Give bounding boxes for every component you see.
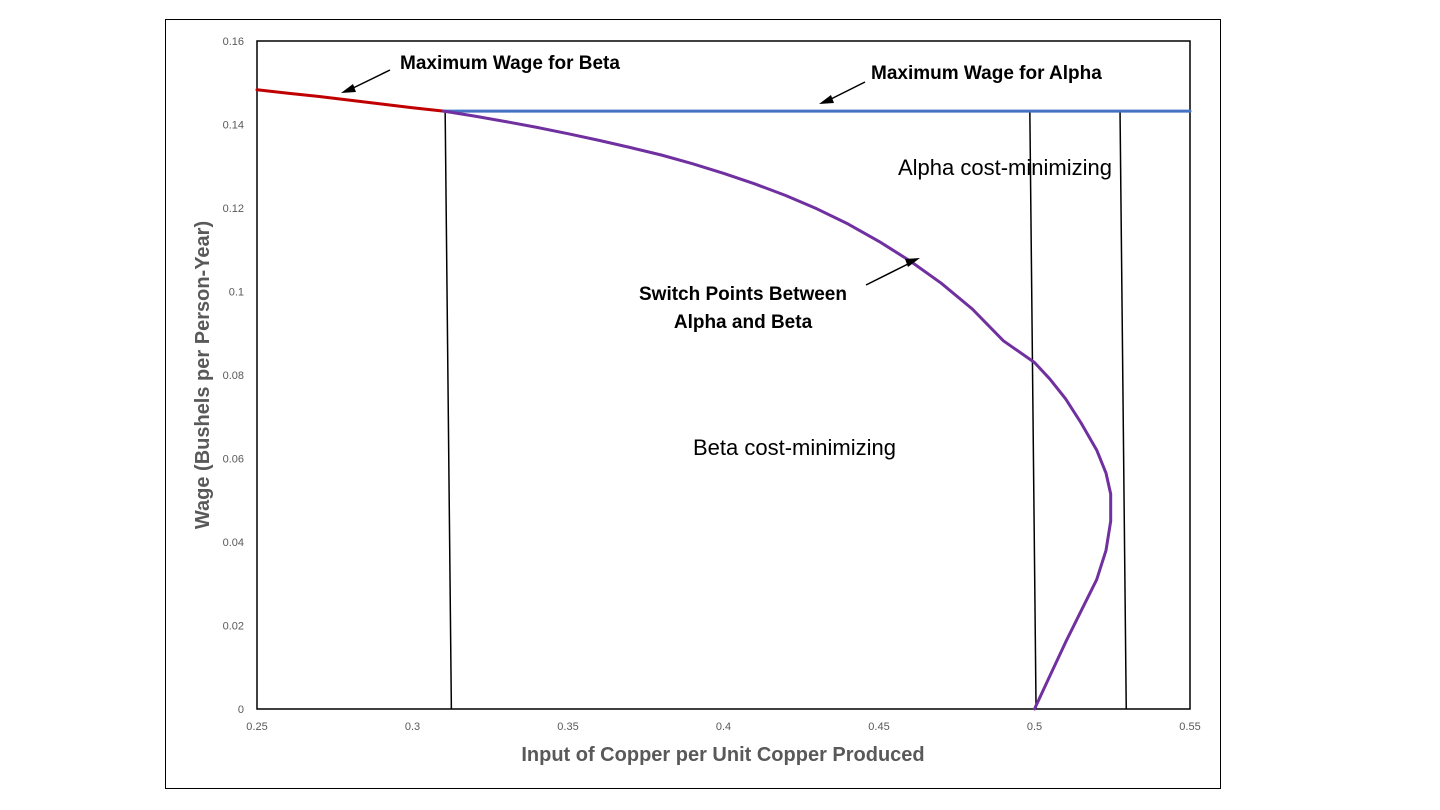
switch-point-lines — [444, 111, 1127, 710]
x-tick-label: 0.25 — [246, 721, 267, 733]
x-tick-label: 0.55 — [1179, 721, 1200, 733]
y-tick-label: 0.12 — [223, 203, 244, 215]
y-tick-label: 0.08 — [223, 370, 244, 382]
y-tick-label: 0.06 — [223, 454, 244, 466]
annotation-switch-points-line2: Alpha and Beta — [674, 312, 813, 333]
x-tick-label: 0.3 — [405, 721, 420, 733]
switch-point-line — [444, 111, 453, 710]
y-tick-label: 0.1 — [229, 287, 244, 299]
x-tick-label: 0.5 — [1027, 721, 1042, 733]
annotation-max-wage-alpha: Maximum Wage for Alpha — [871, 63, 1102, 84]
annotation-switch-points-line1: Switch Points Between — [639, 284, 847, 305]
series-line — [255, 88, 446, 113]
y-tick-label: 0.02 — [223, 621, 244, 633]
y-tick-label: 0.16 — [223, 36, 244, 48]
arrow-max-wage-beta — [348, 69, 391, 91]
annotation-max-wage-beta: Maximum Wage for Beta — [400, 53, 620, 74]
y-tick-label: 0 — [238, 704, 244, 716]
y-tick-label: 0.04 — [223, 537, 244, 549]
arrowhead-max-wage-alpha — [819, 95, 834, 104]
switch-point-line — [1029, 111, 1037, 710]
switch-point-line — [1119, 111, 1127, 710]
y-axis-title: Wage (Bushels per Person-Year) — [192, 221, 214, 529]
y-tick-labels: 0 0.02 0.04 0.06 0.08 0.1 0.12 0.14 0.16 — [223, 36, 244, 716]
annotation-beta-region: Beta cost-minimizing — [693, 435, 896, 460]
x-tick-label: 0.4 — [716, 721, 731, 733]
arrowhead-switch-points — [905, 258, 920, 267]
chart-frame — [165, 19, 1221, 789]
series-lines — [255, 88, 1192, 711]
y-tick-label: 0.14 — [223, 120, 244, 132]
annotation-alpha-region: Alpha cost-minimizing — [898, 155, 1112, 180]
plot-area — [256, 40, 1191, 710]
arrow-switch-points — [865, 261, 913, 286]
arrowhead-max-wage-beta — [341, 84, 356, 93]
series-line — [442, 109, 1113, 711]
x-axis-title: Input of Copper per Unit Copper Produced — [521, 744, 924, 766]
x-tick-label: 0.35 — [557, 721, 578, 733]
x-tick-label: 0.45 — [868, 721, 889, 733]
x-tick-labels: 0.25 0.3 0.35 0.4 0.45 0.5 0.55 — [246, 721, 1200, 733]
arrow-max-wage-alpha — [826, 81, 866, 102]
